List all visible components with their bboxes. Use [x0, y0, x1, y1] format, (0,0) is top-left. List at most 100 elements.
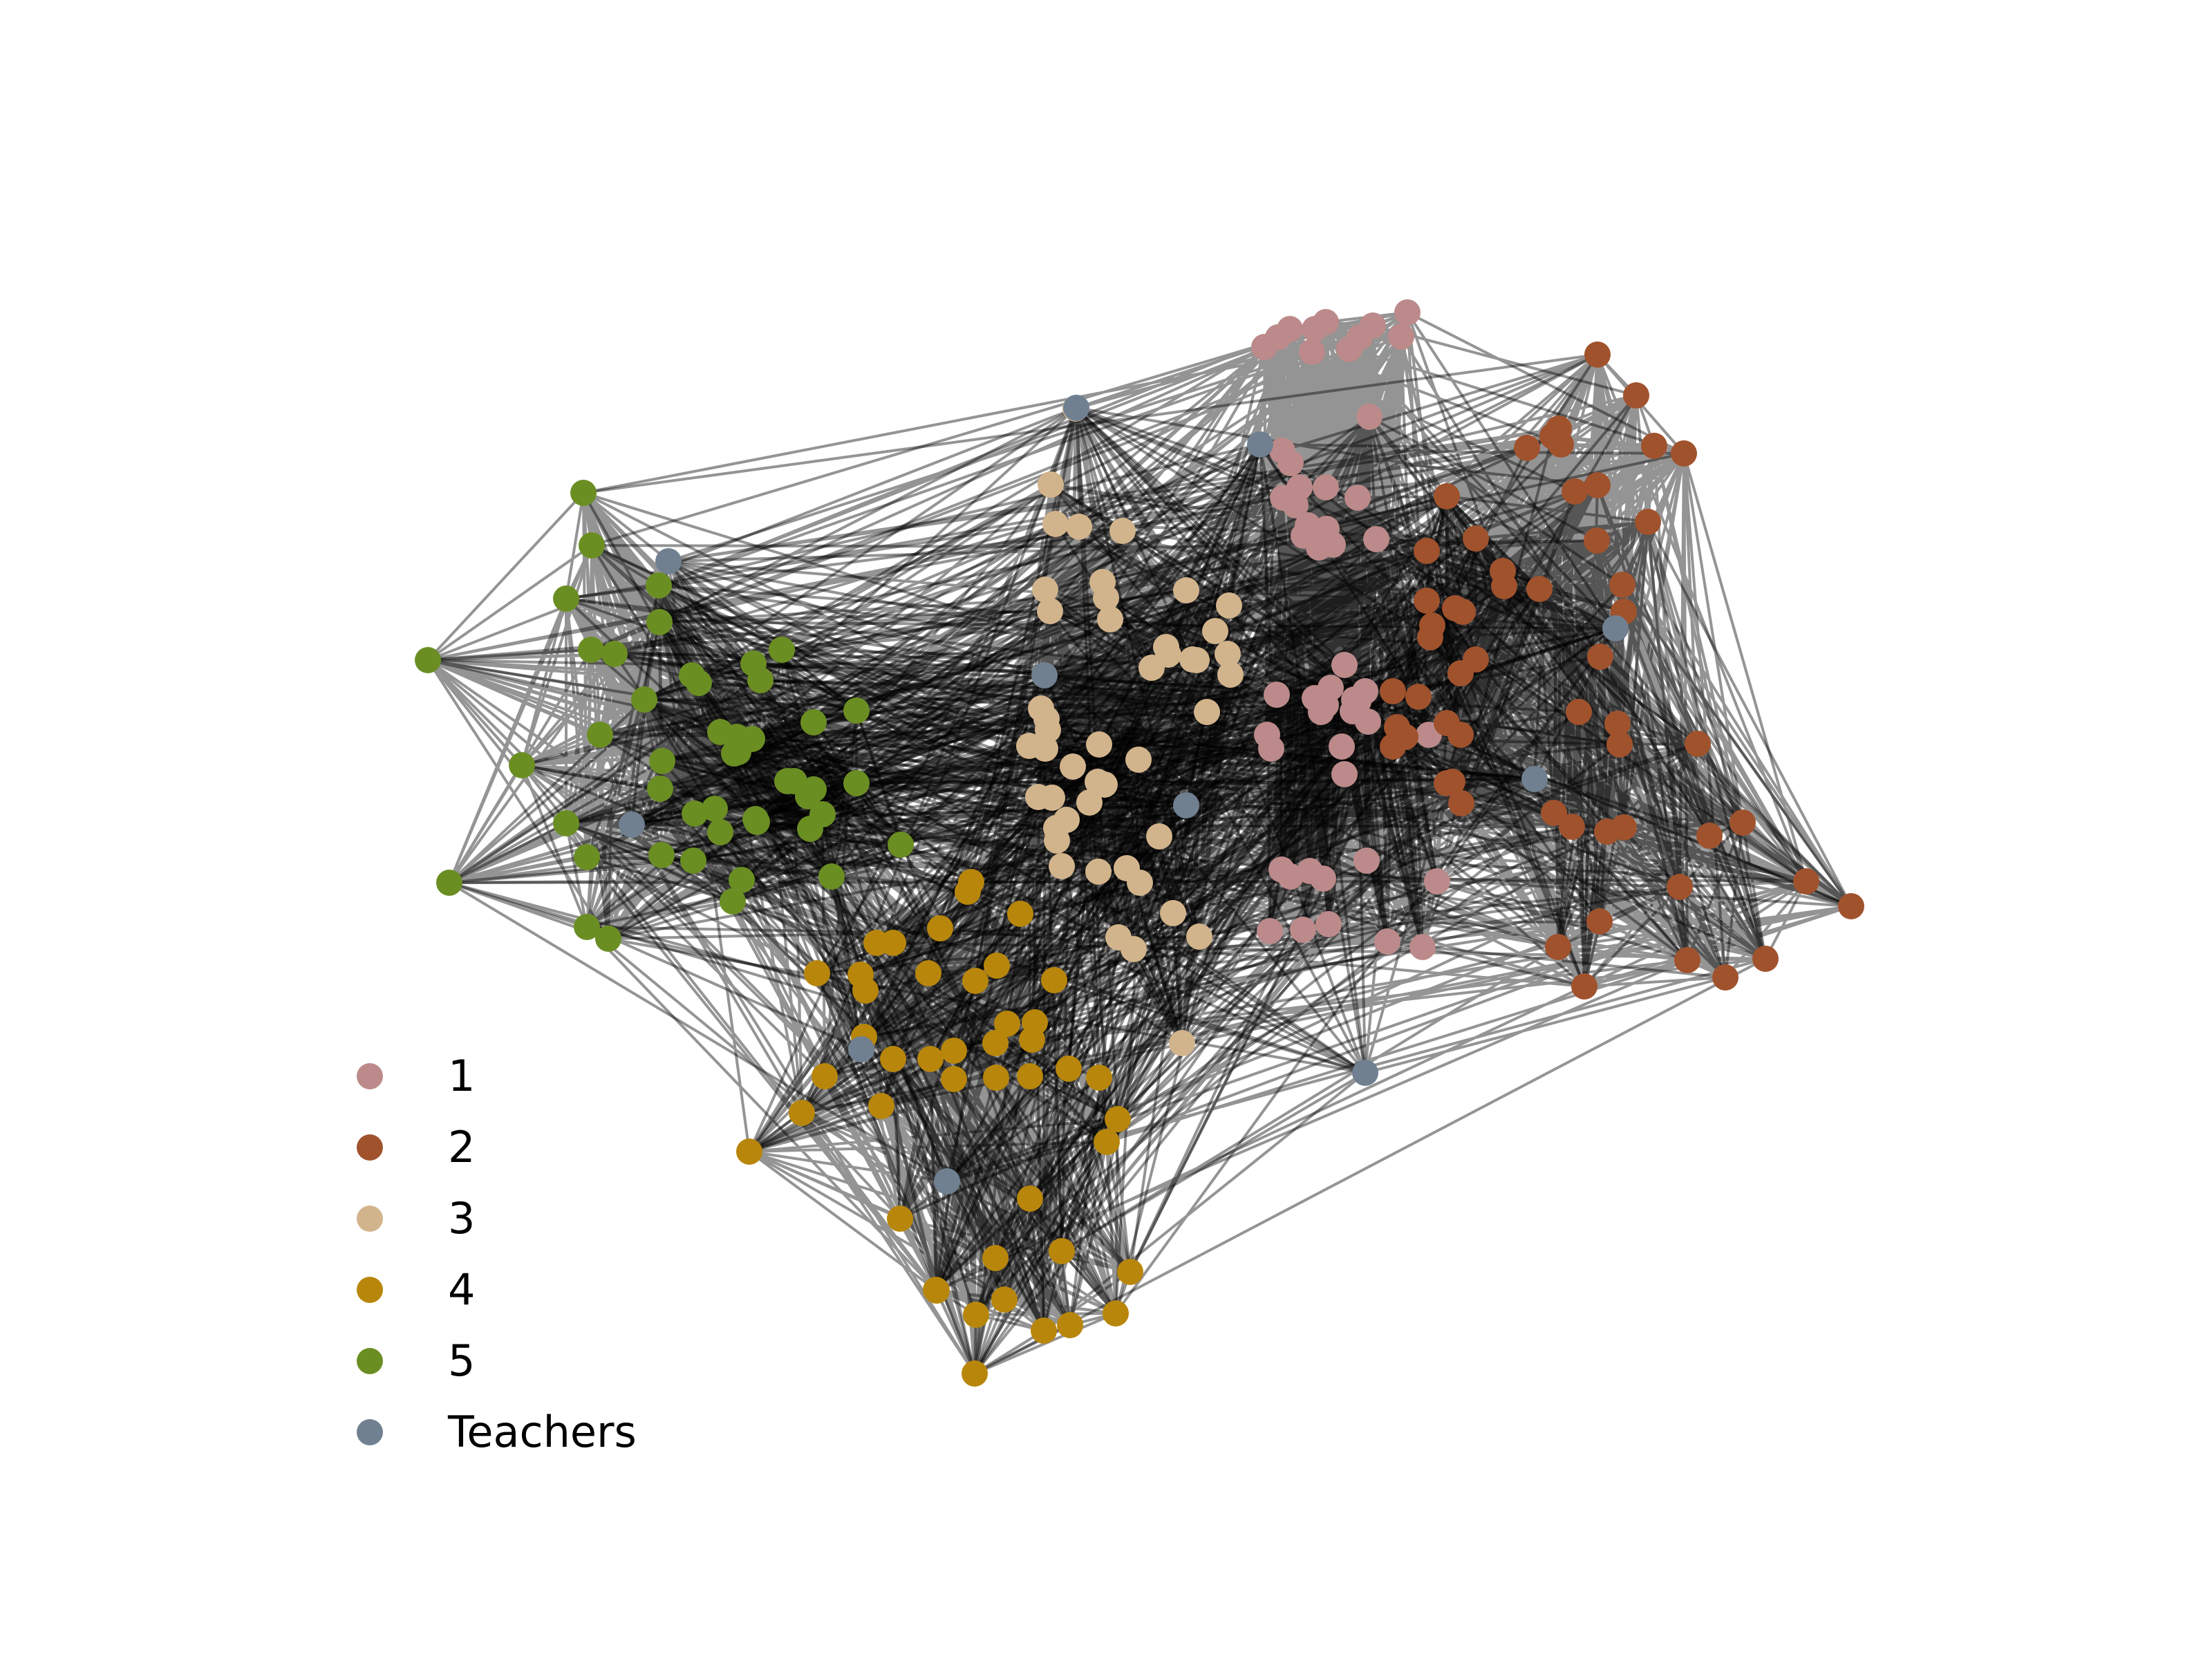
node-group-5 — [843, 697, 870, 724]
node-group-2 — [1514, 435, 1540, 461]
node-group-5 — [553, 810, 579, 836]
node-group-1 — [1329, 733, 1355, 760]
node-group-5 — [843, 770, 870, 796]
node-group-4 — [941, 1066, 967, 1092]
node-group-2 — [1712, 964, 1738, 991]
node-group-5 — [769, 637, 795, 663]
node-group-5 — [682, 800, 708, 827]
node-group-3 — [1216, 592, 1242, 619]
node-teacher — [1173, 792, 1199, 818]
node-group-4 — [1019, 1027, 1045, 1053]
node-group-5 — [578, 637, 604, 663]
node-group-5 — [570, 480, 597, 506]
node-group-4 — [1031, 1318, 1057, 1344]
node-group-5 — [631, 686, 657, 713]
node-group-5 — [647, 776, 673, 802]
node-teacher — [1247, 431, 1273, 458]
node-group-2 — [1439, 769, 1465, 795]
node-group-1 — [1277, 316, 1303, 342]
node-group-4 — [958, 869, 984, 895]
node-group-1 — [1258, 735, 1284, 762]
node-group-4 — [923, 1277, 949, 1303]
node-group-2 — [1450, 599, 1476, 625]
node-group-4 — [963, 1302, 989, 1328]
node-group-3 — [1086, 731, 1112, 758]
node-group-5 — [574, 844, 600, 870]
node-group-4 — [1057, 1312, 1083, 1338]
node-group-2 — [1604, 711, 1631, 737]
node-group-4 — [982, 1030, 1009, 1056]
legend-label-teachers: Teachers — [448, 1406, 637, 1457]
node-group-2 — [1793, 868, 1819, 894]
node-group-2 — [1606, 731, 1633, 758]
node-group-4 — [991, 1286, 1018, 1313]
node-group-2 — [1584, 341, 1611, 368]
node-group-5 — [595, 926, 621, 952]
node-group-5 — [888, 832, 914, 858]
node-group-2 — [1562, 478, 1588, 505]
node-group-3 — [1042, 511, 1069, 537]
node-group-3 — [1032, 735, 1058, 762]
node-group-2 — [1434, 710, 1460, 736]
node-group-4 — [1103, 1300, 1129, 1327]
node-group-3 — [1037, 598, 1063, 624]
node-group-3 — [1060, 753, 1086, 780]
node-group-4 — [1041, 967, 1067, 993]
node-group-3 — [1169, 1030, 1195, 1056]
node-group-3 — [1032, 577, 1058, 603]
node-group-2 — [1434, 483, 1460, 509]
legend-entry-4: 4 — [346, 1254, 637, 1325]
node-group-3 — [1109, 518, 1136, 544]
node-group-1 — [1394, 299, 1421, 326]
node-teacher — [1031, 662, 1058, 688]
node-group-2 — [1405, 684, 1432, 710]
node-group-2 — [1838, 893, 1864, 919]
node-group-3 — [1091, 771, 1118, 798]
node-group-5 — [707, 819, 733, 845]
node-group-2 — [1417, 624, 1443, 650]
node-group-4 — [1117, 1259, 1143, 1285]
node-group-2 — [1671, 440, 1697, 467]
node-group-1 — [1318, 675, 1344, 701]
node-group-4 — [982, 1245, 1009, 1271]
node-group-1 — [1409, 934, 1436, 960]
node-group-2 — [1641, 433, 1667, 459]
node-group-1 — [1277, 450, 1304, 476]
node-group-1 — [1356, 404, 1382, 430]
legend-marker-3 — [357, 1205, 383, 1232]
node-group-5 — [587, 722, 613, 748]
node-group-2 — [1730, 809, 1756, 836]
node-group-2 — [1674, 947, 1700, 973]
node-group-4 — [736, 1138, 762, 1165]
node-teacher — [1063, 395, 1089, 421]
node-group-4 — [880, 930, 906, 956]
node-group-1 — [1355, 709, 1381, 735]
node-group-5 — [800, 776, 827, 803]
node-group-3 — [1160, 900, 1186, 926]
node-group-2 — [1548, 431, 1574, 458]
node-group-2 — [1545, 934, 1571, 960]
node-group-4 — [1105, 1106, 1131, 1132]
node-group-1 — [1374, 928, 1400, 955]
node-teacher — [655, 548, 682, 574]
node-group-1 — [1291, 523, 1317, 549]
node-group-2 — [1380, 733, 1406, 760]
legend-label-5: 5 — [448, 1335, 476, 1386]
node-teacher — [1521, 766, 1548, 792]
node-group-4 — [984, 953, 1010, 979]
node-group-1 — [1345, 688, 1371, 715]
legend-marker-2 — [357, 1134, 383, 1161]
node-group-5 — [742, 806, 769, 832]
node-group-3 — [1033, 706, 1060, 732]
node-group-2 — [1559, 814, 1585, 840]
node-group-2 — [1571, 973, 1597, 1000]
node-group-4 — [1049, 1238, 1075, 1264]
nodes-layer — [415, 299, 1864, 1387]
node-group-3 — [1217, 662, 1244, 688]
node-teacher — [1352, 1060, 1378, 1086]
node-group-2 — [1611, 814, 1637, 841]
node-group-4 — [915, 960, 941, 986]
node-group-3 — [1076, 789, 1103, 816]
node-group-2 — [1566, 699, 1592, 725]
